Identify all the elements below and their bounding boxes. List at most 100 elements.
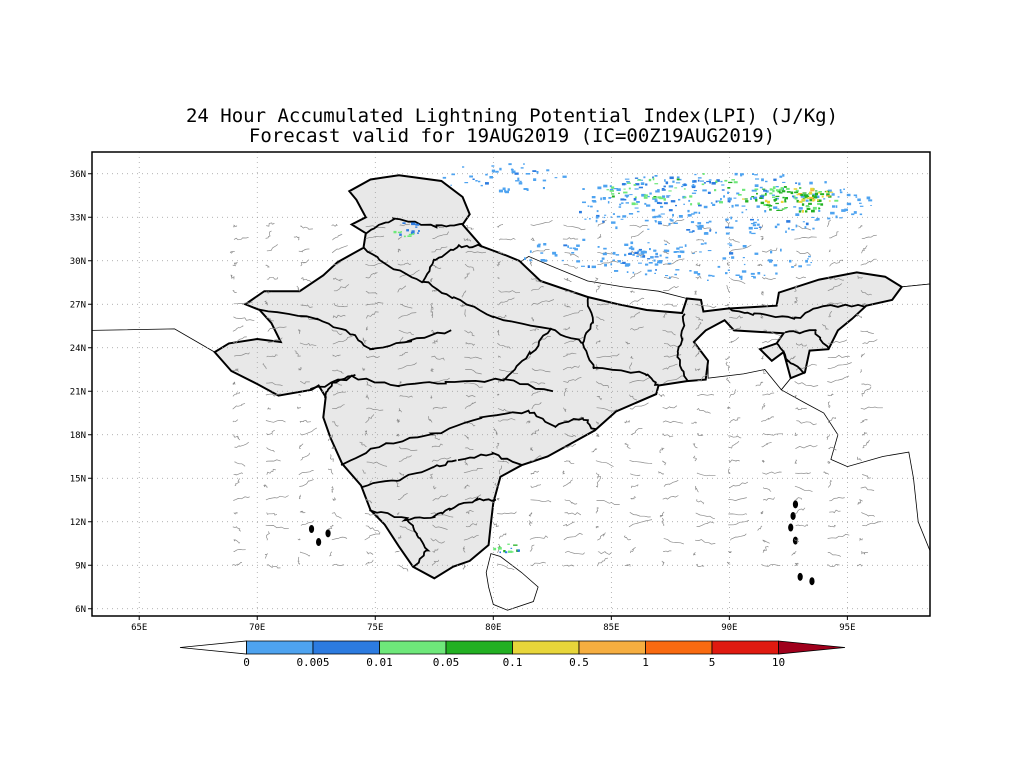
lpi-speckle xyxy=(657,189,660,191)
district-boundary xyxy=(562,237,579,240)
lpi-speckle xyxy=(641,193,646,197)
lpi-speckle xyxy=(505,190,509,194)
lpi-speckle xyxy=(635,183,640,186)
lpi-speckle xyxy=(699,224,704,228)
district-boundary xyxy=(332,354,341,357)
district-boundary xyxy=(856,456,862,461)
lpi-speckle xyxy=(799,187,802,189)
lpi-speckle xyxy=(771,194,775,196)
lpi-speckle xyxy=(595,219,598,223)
lpi-speckle xyxy=(683,203,685,205)
district-boundary xyxy=(563,376,582,383)
district-boundary xyxy=(595,472,601,480)
lpi-speckle xyxy=(784,198,786,202)
lpi-speckle xyxy=(655,269,657,271)
lpi-speckle xyxy=(761,178,764,182)
lpi-speckle xyxy=(807,258,809,260)
lpi-speckle xyxy=(706,221,709,224)
district-boundary xyxy=(629,512,651,518)
lpi-speckle xyxy=(620,262,623,264)
state-boundary xyxy=(323,374,356,399)
district-boundary xyxy=(497,543,500,553)
lpi-speckle xyxy=(603,216,606,219)
district-boundary xyxy=(265,264,270,268)
lpi-speckle xyxy=(567,245,569,248)
lpi-speckle xyxy=(754,174,758,176)
lpi-speckle xyxy=(402,222,406,224)
lpi-speckle xyxy=(638,248,642,251)
lpi-speckle xyxy=(812,206,817,210)
lpi-speckle xyxy=(645,250,647,254)
lpi-speckle xyxy=(804,195,809,199)
district-boundary xyxy=(729,389,737,397)
lpi-speckle xyxy=(655,190,660,193)
lpi-speckle xyxy=(769,208,772,211)
lpi-speckle xyxy=(766,204,771,206)
lpi-speckle xyxy=(802,221,805,223)
district-boundary xyxy=(730,278,746,285)
lpi-speckle xyxy=(785,230,787,233)
lpi-speckle xyxy=(660,213,665,215)
district-boundary xyxy=(531,285,544,292)
lpi-speckle xyxy=(668,209,673,212)
lpi-speckle xyxy=(832,205,836,208)
district-boundary xyxy=(398,408,402,413)
lpi-speckle xyxy=(785,197,788,200)
lpi-speckle xyxy=(762,188,766,190)
lpi-speckle xyxy=(591,196,596,199)
district-boundary xyxy=(400,303,413,309)
lpi-speckle xyxy=(540,252,544,254)
lpi-speckle xyxy=(763,189,767,192)
lpi-speckle xyxy=(569,247,573,249)
district-boundary xyxy=(862,339,878,345)
district-boundary xyxy=(267,407,271,410)
lpi-speckle xyxy=(795,213,800,216)
lpi-speckle xyxy=(703,232,709,235)
district-boundary xyxy=(695,304,717,309)
district-boundary xyxy=(299,342,317,347)
district-boundary xyxy=(761,459,765,463)
district-boundary xyxy=(860,330,874,334)
lpi-speckle xyxy=(652,197,657,199)
district-boundary xyxy=(530,499,552,503)
district-boundary xyxy=(663,538,684,545)
colorbar-segment xyxy=(312,640,380,655)
lpi-speckle xyxy=(536,171,539,174)
lpi-speckle xyxy=(773,178,777,181)
district-boundary xyxy=(663,479,679,487)
district-boundary xyxy=(695,276,702,280)
lpi-speckle xyxy=(751,196,755,198)
lpi-speckle xyxy=(654,220,657,222)
lpi-speckle xyxy=(669,218,672,221)
district-boundary xyxy=(695,263,701,267)
lpi-speckle xyxy=(698,211,701,214)
district-boundary xyxy=(298,443,304,449)
lpi-speckle xyxy=(480,184,483,187)
district-boundary xyxy=(794,485,813,492)
lpi-speckle xyxy=(610,263,613,266)
district-boundary xyxy=(530,561,546,567)
lpi-speckle xyxy=(393,230,397,234)
lpi-speckle xyxy=(507,188,510,191)
state-boundary xyxy=(775,342,806,375)
lpi-speckle xyxy=(397,231,402,234)
district-boundary xyxy=(629,290,635,293)
lpi-speckle xyxy=(546,169,550,172)
lpi-speckle xyxy=(772,196,776,198)
district-boundary xyxy=(761,403,766,410)
district-boundary xyxy=(362,469,367,474)
lpi-speckle xyxy=(619,203,622,206)
lpi-speckle xyxy=(628,187,631,190)
lpi-speckle xyxy=(679,250,683,253)
lpi-speckle xyxy=(587,265,590,268)
district-boundary xyxy=(229,250,235,254)
lpi-speckle xyxy=(764,192,767,196)
district-boundary xyxy=(530,470,540,475)
lpi-speckle xyxy=(554,254,558,257)
lpi-speckle xyxy=(778,209,783,211)
state-boundaries xyxy=(229,217,883,572)
district-boundary xyxy=(594,277,599,284)
district-boundary xyxy=(331,329,343,336)
district-boundary xyxy=(695,322,702,331)
lpi-speckle xyxy=(801,194,806,196)
